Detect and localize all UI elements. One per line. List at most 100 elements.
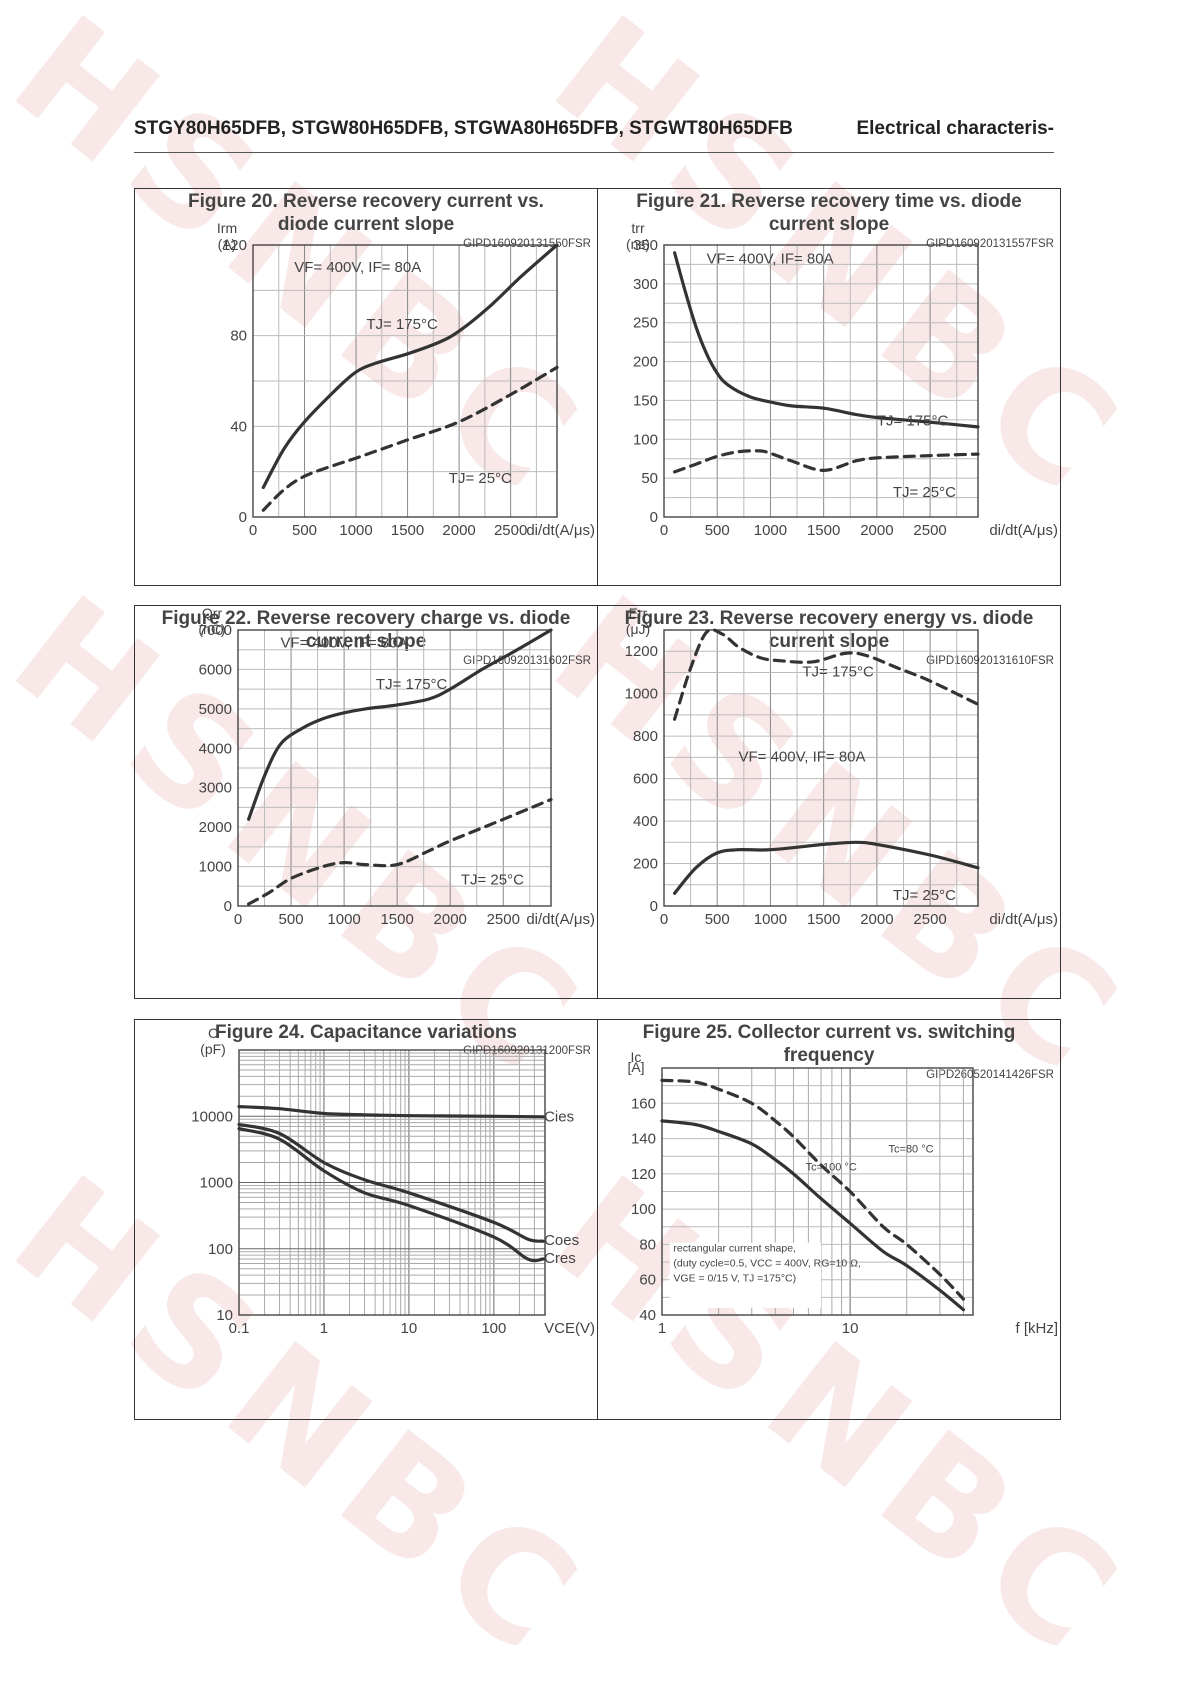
- x-tick-label: 2500: [913, 522, 946, 539]
- y-axis-label-symbol: trr: [631, 220, 645, 236]
- y-tick-label: 10000: [191, 1108, 233, 1125]
- y-axis-label-symbol: Irm: [217, 220, 237, 236]
- figure-23-chart: Figure 23. Reverse recovery energy vs. d…: [625, 606, 1058, 928]
- x-tick-label: 500: [705, 911, 730, 928]
- y-tick-label: 0: [650, 509, 658, 526]
- figure-code: GIPD160920131200FSR: [463, 1045, 591, 1057]
- y-tick-label: 250: [633, 315, 658, 332]
- y-tick-label: 200: [633, 354, 658, 371]
- y-axis-label-unit: (A): [218, 236, 237, 252]
- x-tick-label: 500: [292, 522, 317, 539]
- y-axis-label-unit: (μJ): [626, 621, 650, 637]
- y-tick-label: 400: [633, 813, 658, 830]
- y-tick-label: 1000: [200, 1175, 233, 1192]
- y-tick-label: 40: [230, 418, 247, 435]
- x-tick-label: 1000: [327, 911, 360, 928]
- grid: [661, 1067, 973, 1316]
- plot-frame: [661, 1067, 974, 1316]
- series-line-tj-175-c: [673, 628, 980, 721]
- x-tick-label: 2000: [434, 911, 467, 928]
- x-axis-label: di/dt(A/μs): [989, 911, 1058, 928]
- series-line-tc-80-c: [660, 1078, 965, 1301]
- series-label: TJ= 25°C: [449, 470, 512, 487]
- chart-title-line-1: Figure 25. Collector current vs. switchi…: [643, 1022, 1016, 1043]
- figure-code: GIPD160920131610FSR: [926, 655, 1054, 667]
- y-tick-label: 350: [633, 237, 658, 254]
- section-title: Electrical characteris-: [856, 118, 1054, 139]
- y-axis-label-symbol: Qrr: [202, 606, 223, 621]
- x-tick-label: 2500: [487, 911, 520, 928]
- x-tick-label: 2500: [494, 522, 527, 539]
- y-tick-label: 1200: [625, 643, 658, 660]
- x-tick-label: 10: [842, 1320, 859, 1337]
- figure-21-chart: Figure 21. Reverse recovery time vs. dio…: [626, 191, 1058, 539]
- figure-24-panel: Figure 24. Capacitance variations GIPD160…: [134, 1019, 598, 1420]
- x-tick-label: 2000: [860, 522, 893, 539]
- x-tick-label: 500: [279, 911, 304, 928]
- chart-title-line-1: Figure 20. Reverse recovery current vs.: [188, 191, 544, 212]
- series-label: TJ= 175°C: [366, 316, 438, 333]
- y-axis-label-symbol: C: [208, 1025, 218, 1041]
- chart-title-line-2: current slope: [769, 631, 889, 652]
- y-tick-label: 7000: [199, 622, 232, 639]
- note-line: (duty cycle=0.5, VCC = 400V, RG=10 Ω,: [673, 1257, 861, 1269]
- test-condition: VF= 400V, IF= 80A: [294, 259, 421, 276]
- y-tick-label: 10: [216, 1307, 233, 1324]
- page-header: STGY80H65DFB, STGW80H65DFB, STGWA80H65DF…: [134, 112, 1054, 153]
- x-tick-label: 1500: [380, 911, 413, 928]
- y-tick-label: 1000: [199, 859, 232, 876]
- test-condition: VF= 400V, IF= 80A: [739, 749, 866, 766]
- y-tick-label: 40: [639, 1307, 656, 1324]
- plot-frame: [237, 629, 552, 907]
- note-line: VGE = 0/15 V, TJ =175°C): [673, 1272, 796, 1284]
- test-condition: VF= 400V, IF= 80A: [707, 251, 834, 268]
- grid: [663, 244, 978, 518]
- y-tick-label: 200: [633, 856, 658, 873]
- y-tick-label: 4000: [199, 740, 232, 757]
- x-axis-label: di/dt(A/μs): [526, 911, 595, 928]
- y-axis-label-unit: (ns): [626, 236, 650, 252]
- y-tick-label: 3000: [199, 780, 232, 797]
- y-tick-label: 80: [639, 1236, 656, 1253]
- series-label: Coes: [544, 1232, 579, 1249]
- plot-frame: [252, 244, 558, 518]
- series-line-tc-100-c: [660, 1119, 965, 1312]
- y-axis-label-symbol: Ic: [631, 1049, 642, 1065]
- x-tick-label: 1: [320, 1320, 328, 1337]
- y-tick-label: 120: [631, 1166, 656, 1183]
- figure-25-chart: Figure 25. Collector current vs. switchi…: [627, 1022, 1058, 1337]
- series-label: Cres: [544, 1250, 576, 1267]
- plot-frame: [238, 1049, 546, 1316]
- series-line-cres: [237, 1127, 545, 1263]
- series-line-tj-25-c: [247, 797, 553, 906]
- y-tick-label: 100: [631, 1201, 656, 1218]
- x-tick-label: 10: [401, 1320, 418, 1337]
- grid: [238, 1050, 546, 1316]
- x-tick-label: 2500: [913, 911, 946, 928]
- x-tick-label: 100: [481, 1320, 506, 1337]
- note-line: rectangular current shape,: [673, 1242, 796, 1254]
- y-axis-label-unit: (pF): [200, 1041, 226, 1057]
- y-tick-label: 60: [639, 1272, 656, 1289]
- y-tick-label: 100: [208, 1241, 233, 1258]
- x-tick-label: 0: [234, 911, 242, 928]
- y-tick-label: 300: [633, 276, 658, 293]
- series-line-cies: [237, 1105, 545, 1119]
- y-tick-label: 100: [633, 431, 658, 448]
- y-tick-label: 600: [633, 771, 658, 788]
- chart-title-line-1: Figure 21. Reverse recovery time vs. dio…: [636, 191, 1021, 212]
- chart-title-line-2: current slope: [306, 631, 426, 652]
- x-tick-label: 1000: [754, 522, 787, 539]
- x-tick-label: 1: [658, 1320, 666, 1337]
- figure-22-chart: Figure 22. Reverse recovery charge vs. d…: [162, 606, 595, 928]
- series-label: Tc=100 °C: [806, 1161, 857, 1173]
- x-tick-label: 0: [249, 522, 257, 539]
- chart-title-line-1: Figure 23. Reverse recovery energy vs. d…: [625, 608, 1034, 629]
- y-axis-label-symbol: Err: [629, 606, 648, 621]
- x-tick-label: 1500: [391, 522, 424, 539]
- y-tick-label: 140: [631, 1131, 656, 1148]
- series-label: Tc=80 °C: [889, 1144, 934, 1156]
- x-axis-label: di/dt(A/μs): [989, 522, 1058, 539]
- note-background: [669, 1242, 821, 1308]
